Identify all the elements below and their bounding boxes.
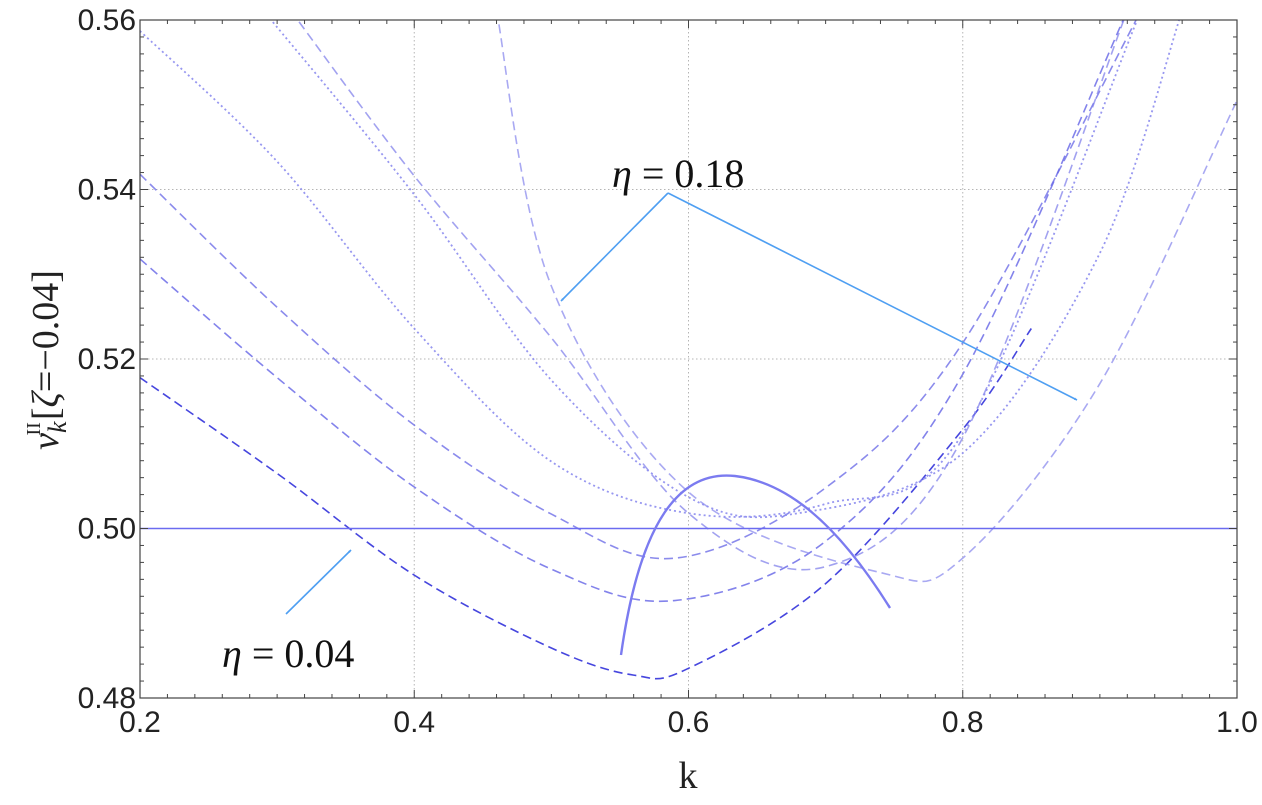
svg-text:η= 0.04: η = 0.04 — [222, 631, 354, 676]
x-tick-label: 0.2 — [119, 706, 161, 739]
series-line-1 — [140, 328, 1032, 680]
x-tick-label: 1.0 — [1216, 706, 1258, 739]
annotation-arrow-right — [667, 192, 1078, 401]
annotation-eta-018: η = 0.18 — [560, 151, 1078, 401]
annotation-eta-018-value: = 0.18 — [642, 151, 745, 196]
y-axis-title-superscript: II — [23, 422, 45, 435]
y-axis-title-value: =−0.04 — [25, 283, 67, 392]
series-line-6 — [140, 20, 1139, 518]
series-line-5 — [497, 20, 1237, 583]
svg-text:νkII[ζ=−0.04]: νkII[ζ=−0.04] — [23, 270, 72, 450]
y-tick-label: 0.52 — [78, 343, 136, 376]
series-line-4 — [296, 20, 1125, 571]
annotation-eta-004-value: = 0.04 — [252, 631, 355, 676]
y-axis-title-symbol: ν — [25, 433, 67, 450]
trend-arrow — [619, 474, 892, 656]
y-axis-title-zeta: ζ — [25, 390, 67, 408]
y-axis-title-bracket-open: [ — [25, 408, 67, 421]
svg-text:η= 0.18: η = 0.18 — [612, 151, 744, 196]
x-tick-label: 0.4 — [393, 706, 435, 739]
annotation-arrow-lower — [285, 549, 352, 615]
series-group — [140, 20, 1237, 680]
x-axis-title: k — [679, 755, 698, 797]
annotation-eta-018-symbol: η — [612, 151, 632, 196]
axis-ticks: 0.2 0.4 0.6 0.8 1.0 0.48 0.50 0.52 0.54 0.56 — [78, 4, 1258, 739]
annotation-eta-004-symbol: η — [222, 631, 242, 676]
y-tick-label: 0.56 — [78, 4, 136, 37]
x-tick-label: 0.8 — [942, 706, 984, 739]
series-line-3 — [140, 20, 1137, 560]
series-line-7 — [269, 20, 1181, 519]
y-axis-title: νkII[ζ=−0.04] — [23, 270, 72, 450]
y-tick-label: 0.48 — [78, 682, 136, 715]
x-tick-label: 0.6 — [668, 706, 710, 739]
annotation-arrow-left — [560, 192, 669, 302]
y-tick-label: 0.54 — [78, 174, 136, 207]
y-axis-title-subscript: k — [43, 421, 72, 433]
annotation-eta-004: η = 0.04 — [222, 549, 354, 676]
y-tick-label: 0.50 — [78, 513, 136, 546]
y-axis-title-bracket-close: ] — [25, 270, 67, 283]
series-line-2 — [140, 20, 1125, 603]
